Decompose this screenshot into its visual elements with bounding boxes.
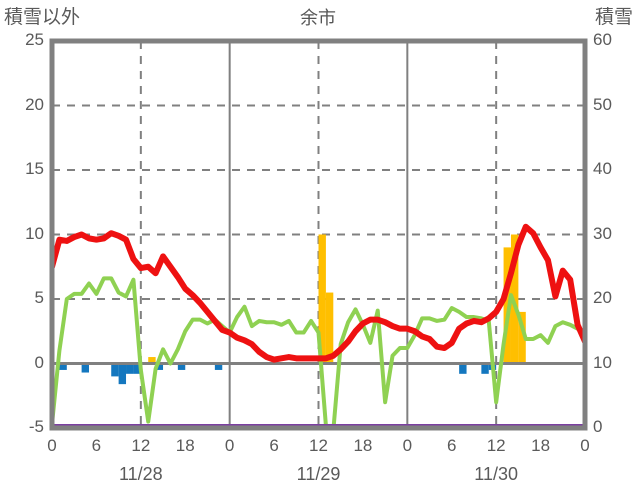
temperature-line	[52, 223, 585, 363]
snowfall-bar	[177, 363, 186, 370]
x-axis-day-label: 11/30	[474, 464, 519, 484]
x-axis-tick-label: 18	[353, 436, 373, 455]
chart-title: 余市	[300, 8, 336, 28]
x-axis-tick-label: 12	[486, 436, 506, 455]
x-axis-tick-label: 6	[447, 436, 457, 455]
y2-axis-tick-label: 10	[593, 352, 612, 372]
snowfall-bar	[118, 363, 127, 385]
y2-axis-tick-label: 40	[593, 159, 612, 178]
y-axis-tick-label: 20	[25, 94, 44, 114]
wind-line	[52, 276, 585, 428]
x-axis-tick-label: 12	[309, 436, 328, 455]
precipitation-bar	[503, 247, 511, 364]
x-axis-tick-label: 0	[47, 436, 57, 455]
right-axis-title: 積雪	[594, 7, 633, 28]
left-axis-title: 積雪以外	[4, 7, 81, 28]
snowfall-bar	[59, 363, 67, 370]
y2-axis-tick-label: 30	[593, 223, 612, 243]
y-axis-tick-label: -5	[28, 417, 44, 436]
y2-axis-tick-label: 20	[593, 288, 612, 307]
x-axis-day-label: 11/29	[296, 464, 341, 484]
x-axis-tick-label: 0	[402, 436, 413, 455]
y-axis-tick-label: 25	[25, 30, 44, 49]
precipitation-bar	[510, 234, 519, 364]
snowfall-bar	[81, 363, 90, 373]
snowfall-bar	[111, 363, 119, 377]
x-axis-tick-label: 12	[131, 436, 151, 455]
x-axis-tick-label: 6	[269, 436, 279, 455]
precipitation-bar	[518, 311, 526, 364]
x-axis-tick-label: 18	[531, 436, 551, 455]
x-axis-tick-label: 18	[175, 436, 195, 455]
snowfall-bar	[214, 363, 223, 370]
precipitation-bar	[318, 234, 326, 364]
x-axis-tick-label: 0	[224, 436, 235, 455]
precipitation-bar	[148, 357, 156, 364]
x-axis-day-label: 11/28	[118, 464, 163, 484]
y-axis-tick-label: 15	[25, 159, 44, 178]
snowfall-bar	[459, 363, 467, 374]
snowfall-bar	[481, 363, 489, 374]
x-axis-tick-label: 6	[91, 436, 102, 455]
x-axis-tick-label: 0	[580, 436, 590, 455]
snowfall-bar	[133, 363, 141, 374]
precipitation-bar	[325, 292, 334, 364]
y-axis-tick-label: 5	[34, 288, 44, 307]
snowfall-bar	[155, 363, 164, 370]
y2-axis-tick-label: 50	[593, 94, 612, 114]
y-axis-tick-label: 0	[34, 352, 44, 372]
y2-axis-tick-label: 60	[593, 30, 612, 49]
y2-axis-tick-label: 0	[593, 417, 603, 436]
snowfall-bar	[126, 363, 134, 374]
plot-frame	[49, 38, 588, 431]
y-axis-tick-label: 10	[25, 223, 44, 243]
